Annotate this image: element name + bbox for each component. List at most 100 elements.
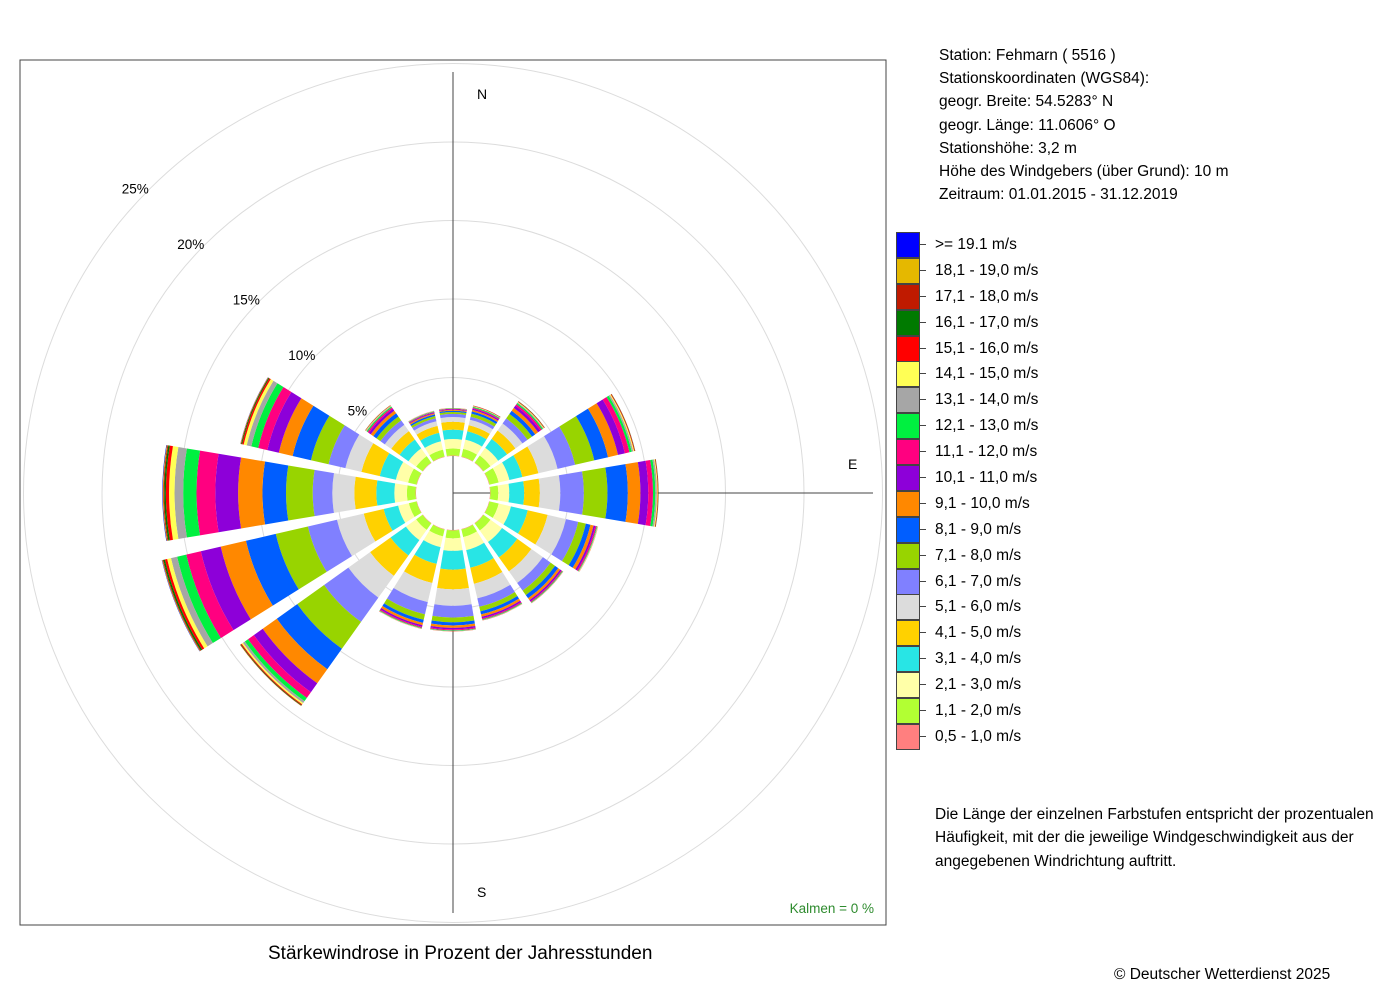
petal-no-class-6	[497, 423, 523, 449]
petal-no-class-2	[474, 455, 491, 472]
petal-sso-class-6	[473, 572, 511, 599]
petal-s-class-8	[431, 615, 475, 623]
petal-ssw-class-6	[393, 571, 433, 603]
legend-tick	[920, 347, 926, 349]
petal-ssw-class-10	[381, 605, 424, 626]
petal-s-class-11	[430, 625, 476, 630]
legend-label: 3,1 - 4,0 m/s	[935, 650, 1022, 668]
legend-tick	[920, 735, 926, 737]
petal-w-class-13	[183, 448, 201, 538]
petal-s-class-6	[434, 588, 472, 606]
petal-sw-class-12	[248, 635, 311, 698]
petal-n-class-3	[444, 439, 462, 450]
petal-s-class-13	[430, 628, 476, 631]
petal-n-class-7	[439, 413, 467, 419]
petal-w-class-8	[286, 465, 315, 521]
petal-nno-class-2	[461, 448, 478, 462]
petal-oso-class-7	[551, 519, 579, 562]
petal-n-class-14	[439, 408, 467, 410]
petal-n-class-10	[439, 409, 467, 412]
petal-nnw-class-10	[409, 413, 435, 425]
legend-tick	[920, 684, 926, 686]
petal-s-class-16	[430, 629, 476, 632]
legend-label: 5,1 - 6,0 m/s	[935, 598, 1022, 616]
petal-wsw-class-14	[170, 556, 213, 647]
grid-ring-25	[23, 63, 883, 923]
petal-so-class-5	[498, 538, 532, 572]
petal-oso-class-9	[568, 523, 591, 568]
petal-sso-class-4	[466, 542, 494, 568]
petal-wsw-class-9	[245, 533, 299, 606]
petal-w-class-20	[162, 445, 167, 541]
radial-tick-label-10: 10%	[288, 348, 315, 363]
petal-n-class-16	[438, 407, 468, 410]
legend-tick	[920, 244, 926, 245]
petal-n-class-2	[445, 448, 461, 457]
legend-label: 15,1 - 16,0 m/s	[935, 339, 1039, 357]
petal-o-class-13	[650, 459, 656, 527]
petal-s-class-10	[430, 623, 476, 628]
petal-o-class-7	[558, 471, 584, 515]
petal-ssw-class-9	[382, 603, 424, 623]
petal-ono-class-11	[596, 399, 625, 455]
legend-tick	[920, 295, 926, 297]
petal-no-class-5	[491, 430, 516, 455]
petal-sw-class-4	[390, 526, 420, 556]
petal-nw-class-11	[368, 408, 395, 435]
petal-ono-class-8	[559, 416, 595, 465]
station-info: Station: Fehmarn ( 5516 ) Stationskoordi…	[939, 44, 1228, 206]
petal-o-class-9	[605, 464, 628, 522]
petal-ono-class-9	[575, 408, 609, 461]
legend-swatch	[896, 568, 920, 595]
petal-sw-class-14	[242, 641, 305, 704]
legend-swatch	[896, 698, 920, 725]
axis-label-south: S	[477, 884, 486, 900]
petal-ssw-class-7	[386, 588, 428, 615]
petal-o-class-12	[645, 459, 653, 527]
petal-n-class-5	[441, 421, 465, 431]
petal-wnw-class-8	[310, 415, 345, 465]
legend-swatch	[896, 361, 920, 388]
legend-swatch	[896, 413, 920, 440]
petal-s-class-7	[432, 604, 474, 618]
legend-label: 8,1 - 9,0 m/s	[935, 520, 1022, 538]
petal-nw-class-6	[384, 424, 409, 449]
petal-o-class-3	[497, 483, 510, 503]
petal-nno-class-7	[469, 416, 495, 430]
petal-ono-class-14	[608, 394, 634, 452]
petal-so-class-11	[529, 569, 562, 602]
petal-nw-class-5	[391, 431, 415, 455]
legend-label: 13,1 - 14,0 m/s	[935, 391, 1039, 409]
petal-wnw-class-15	[243, 379, 274, 446]
petal-wsw-class-4	[383, 505, 406, 531]
petal-so-class-8	[522, 562, 556, 596]
petal-nno-class-12	[472, 407, 500, 420]
petal-sw-class-10	[262, 618, 328, 684]
petal-ono-class-6	[527, 436, 558, 474]
petal-nnw-class-8	[411, 415, 436, 428]
station-name: Station: Fehmarn ( 5516 )	[939, 47, 1116, 64]
petal-o-class-18	[655, 459, 659, 527]
petal-s-class-12	[430, 627, 476, 631]
note-line-2: Häufigkeit, mit der die jeweilige Windge…	[935, 829, 1354, 847]
petal-o-class-2	[489, 485, 499, 501]
petal-oso-class-11	[575, 525, 596, 571]
legend-tick	[920, 658, 926, 660]
petal-sw-class-11	[253, 628, 318, 693]
petal-n-class-4	[442, 429, 464, 440]
legend-label: 2,1 - 3,0 m/s	[935, 676, 1022, 694]
petal-wnw-class-11	[267, 392, 302, 453]
petal-oso-class-8	[562, 521, 586, 566]
petal-wsw-class-1	[416, 501, 422, 513]
petal-sw-class-5	[370, 537, 409, 576]
petal-s-class-3	[443, 537, 463, 551]
legend-label: 17,1 - 18,0 m/s	[935, 287, 1039, 305]
petal-sso-class-11	[481, 600, 522, 619]
legend-swatch	[896, 283, 920, 310]
legend-swatch	[896, 439, 920, 466]
legend-swatch	[896, 516, 920, 543]
petal-ssw-class-12	[379, 609, 423, 628]
petal-ssw-class-5	[404, 554, 437, 584]
petal-wsw-class-10	[220, 540, 273, 620]
petal-w-class-5	[354, 476, 378, 510]
